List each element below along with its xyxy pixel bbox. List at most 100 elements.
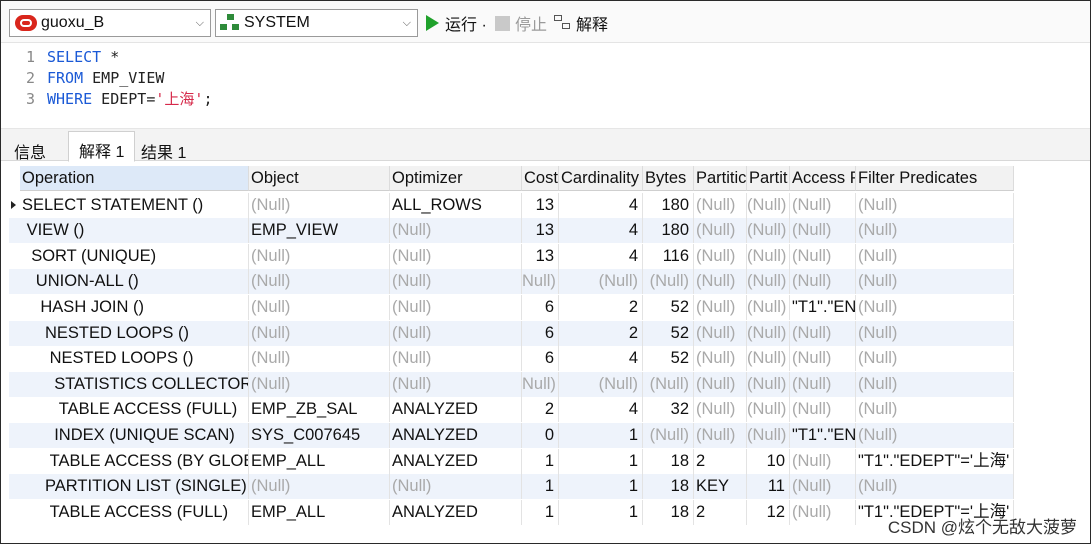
schema-select[interactable]: SYSTEM ⌵ xyxy=(215,9,418,37)
cell-bytes: 180 xyxy=(643,192,694,218)
explain-plan-icon xyxy=(553,13,573,33)
column-header-object[interactable]: Object xyxy=(249,166,390,191)
cell-object: (Null) xyxy=(249,269,390,295)
cell-partition-start: (Null) xyxy=(694,218,747,244)
cell-operation: STATISTICS COLLECTOR ( xyxy=(20,371,249,397)
cell-object: (Null) xyxy=(249,295,390,320)
cell-cost: 1 xyxy=(522,474,559,500)
column-header-cardinality[interactable]: Cardinality xyxy=(559,166,643,191)
cell-filter-predicates: (Null) xyxy=(856,218,1014,244)
sql-editor[interactable]: 1 SELECT * 2 FROM EMP_VIEW 3 WHERE EDEPT… xyxy=(1,44,1090,126)
column-header-bytes[interactable]: Bytes xyxy=(643,166,694,191)
play-icon xyxy=(426,15,439,31)
column-header-filter-predicates[interactable]: Filter Predicates xyxy=(856,166,1014,191)
cell-bytes: 52 xyxy=(643,346,694,372)
explain-label: 解释 xyxy=(576,17,609,34)
toolbar: guoxu_B ⌵ SYSTEM ⌵ 运行 · 停止 解释 xyxy=(1,1,1090,43)
cell-partition-stop: (Null) xyxy=(747,269,790,295)
tab-info[interactable]: 信息 xyxy=(4,133,56,162)
tab-result-1[interactable]: 结果 1 xyxy=(131,133,196,162)
cell-optimizer: (Null) xyxy=(390,474,522,500)
cell-object: SYS_C007645 xyxy=(249,423,390,448)
cell-filter-predicates: (Null) xyxy=(856,397,1014,423)
cell-optimizer: (Null) xyxy=(390,371,522,397)
cell-cardinality: 1 xyxy=(559,499,643,525)
cell-bytes: (Null) xyxy=(643,269,694,295)
tab-explain-1[interactable]: 解释 1 xyxy=(68,131,136,162)
schema-icon xyxy=(220,14,240,32)
table-row[interactable]: VIEW () EMP_VIEW (Null) 13 4 180 (Null) (Null)(… xyxy=(9,218,1014,244)
cell-object: (Null) xyxy=(249,192,390,218)
cell-bytes: (Null) xyxy=(643,371,694,397)
cell-access-predicates: (Null) xyxy=(790,218,856,244)
result-tabs: 信息 解释 1 结果 1 xyxy=(1,128,1090,162)
connection-name: guoxu_B xyxy=(41,14,105,31)
code-token: * xyxy=(101,47,120,66)
cell-optimizer: (Null) xyxy=(390,320,522,346)
cell-optimizer: ANALYZED xyxy=(390,423,522,448)
run-button[interactable]: 运行 · xyxy=(426,11,487,35)
cell-access-predicates: (Null) xyxy=(790,320,856,346)
cell-filter-predicates: (Null) xyxy=(856,423,1014,448)
table-row[interactable]: SELECT STATEMENT () (Null) ALL_ROWS 13 4 180(… xyxy=(9,192,1014,218)
cell-object: (Null) xyxy=(249,371,390,397)
cell-filter-predicates: (Null) xyxy=(856,192,1014,218)
table-row[interactable]: SORT (UNIQUE) (Null) (Null) 13 4 116 (Null) (Nu… xyxy=(9,243,1014,269)
cell-optimizer: ANALYZED xyxy=(390,397,522,423)
line-number: 2 xyxy=(25,68,35,87)
schema-name: SYSTEM xyxy=(244,14,310,31)
cell-access-predicates: (Null) xyxy=(790,192,856,218)
table-row[interactable]: INDEX (UNIQUE SCAN) SYS_C007645 ANALYZED 0 1… xyxy=(9,423,1014,448)
column-header-cost[interactable]: Cost xyxy=(522,166,559,191)
table-row[interactable]: UNION-ALL () (Null) (Null) Null) (Null) (Null… xyxy=(9,269,1014,295)
cell-cardinality: (Null) xyxy=(559,269,643,295)
cell-filter-predicates: (Null) xyxy=(856,371,1014,397)
cell-bytes: 18 xyxy=(643,448,694,474)
table-row[interactable]: HASH JOIN () (Null) (Null) 6 2 52 (Null) (Null)… xyxy=(9,295,1014,320)
cell-bytes: (Null) xyxy=(643,423,694,448)
cell-partition-stop: 10 xyxy=(747,448,790,474)
grid-header-row: Operation Object Optimizer Cost Cardinality B… xyxy=(9,166,1014,191)
stop-button[interactable]: 停止 xyxy=(495,11,547,35)
cell-operation: SELECT STATEMENT () xyxy=(20,192,249,218)
cell-partition-stop: (Null) xyxy=(747,371,790,397)
column-header-optimizer[interactable]: Optimizer xyxy=(390,166,522,191)
cell-operation: SORT (UNIQUE) xyxy=(20,243,249,269)
code-token: SELECT xyxy=(47,47,102,66)
column-header-access-predicates[interactable]: Access P xyxy=(790,166,856,191)
table-row[interactable]: NESTED LOOPS () (Null) (Null) 6 4 52 (Null) (Nu… xyxy=(9,346,1014,372)
cell-access-predicates: (Null) xyxy=(790,397,856,423)
cell-bytes: 32 xyxy=(643,397,694,423)
code-token: WHERE xyxy=(47,89,93,108)
explain-button[interactable]: 解释 xyxy=(553,11,608,35)
cell-optimizer: (Null) xyxy=(390,295,522,320)
cell-bytes: 116 xyxy=(643,243,694,269)
cell-access-predicates: (Null) xyxy=(790,346,856,372)
cell-cardinality: 1 xyxy=(559,448,643,474)
column-header-partition-stop[interactable]: Partit xyxy=(747,166,790,191)
code-line: 2 FROM EMP_VIEW xyxy=(1,67,164,88)
table-row[interactable]: NESTED LOOPS () (Null) (Null) 6 2 52 (Null) (Nu… xyxy=(9,320,1014,346)
cell-filter-predicates: (Null) xyxy=(856,474,1014,500)
table-row[interactable]: TABLE ACCESS (FULL) EMP_ALL ANALYZED 1 1 18 2 1… xyxy=(9,499,1014,525)
table-row[interactable]: PARTITION LIST (SINGLE) (Null) (Null) 1 1 18 K… xyxy=(9,474,1014,500)
cell-filter-predicates: (Null) xyxy=(856,295,1014,320)
cell-object: (Null) xyxy=(249,243,390,269)
cell-partition-start: (Null) xyxy=(694,320,747,346)
cell-access-predicates: (Null) xyxy=(790,474,856,500)
table-row[interactable]: TABLE ACCESS (FULL) EMP_ZB_SAL ANALYZED 2 4 3… xyxy=(9,397,1014,423)
cell-optimizer: ANALYZED xyxy=(390,499,522,525)
cell-partition-start: KEY xyxy=(694,474,747,500)
cell-partition-stop: (Null) xyxy=(747,423,790,448)
cell-partition-start: (Null) xyxy=(694,397,747,423)
cell-optimizer: (Null) xyxy=(390,243,522,269)
cell-cardinality: 1 xyxy=(559,423,643,448)
connection-select[interactable]: guoxu_B ⌵ xyxy=(9,9,211,37)
code-token: EMP_VIEW xyxy=(83,68,165,87)
column-header-partition-start[interactable]: Partitic xyxy=(694,166,747,191)
table-row[interactable]: STATISTICS COLLECTOR ((Null) (Null) Null)(… xyxy=(9,371,1014,397)
watermark: CSDN @炫个无敌大菠萝 xyxy=(887,518,1077,537)
cell-cardinality: 4 xyxy=(559,397,643,423)
table-row[interactable]: TABLE ACCESS (BY GLOBA EMP_ALL ANALYZED 1 1 1… xyxy=(9,448,1014,474)
column-header-operation[interactable]: Operation xyxy=(20,166,249,191)
